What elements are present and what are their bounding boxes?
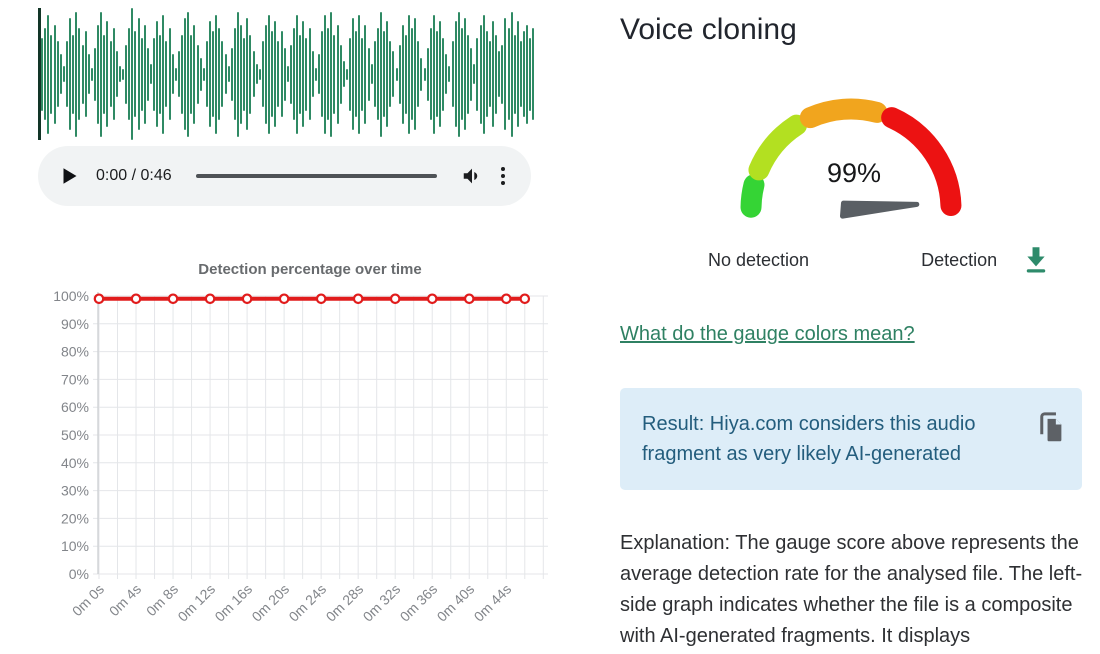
audio-analysis-column: 0:00 / 0:46 Detection percentage over ti…: [38, 8, 548, 625]
waveform-playhead-cursor: [38, 8, 41, 140]
copy-icon: [1040, 412, 1062, 442]
download-button[interactable]: [1021, 245, 1051, 275]
svg-text:0m 40s: 0m 40s: [434, 581, 478, 625]
svg-text:60%: 60%: [61, 399, 89, 415]
svg-text:90%: 90%: [61, 316, 89, 332]
audio-player: 0:00 / 0:46: [38, 146, 531, 206]
svg-text:0m 24s: 0m 24s: [285, 581, 329, 625]
gauge-label-no-detection: No detection: [708, 249, 810, 270]
svg-text:80%: 80%: [61, 344, 89, 360]
svg-text:10%: 10%: [61, 538, 89, 554]
detection-chart: Detection percentage over time 0% 10% 20% 30…: [53, 261, 548, 625]
svg-text:0m 4s: 0m 4s: [106, 581, 144, 619]
svg-text:20%: 20%: [61, 510, 89, 526]
more-options-icon[interactable]: [501, 167, 505, 185]
gauge-needle: [840, 200, 920, 219]
svg-text:0m 20s: 0m 20s: [248, 581, 292, 625]
svg-text:0m 16s: 0m 16s: [211, 581, 255, 625]
play-button[interactable]: [62, 167, 78, 185]
svg-text:100%: 100%: [53, 288, 89, 304]
gauge-label-detection: Detection: [921, 249, 998, 270]
download-icon: [1026, 247, 1046, 273]
volume-icon[interactable]: [461, 165, 483, 187]
svg-text:50%: 50%: [61, 427, 89, 443]
waveform-bars: [38, 8, 535, 140]
svg-text:0m 32s: 0m 32s: [360, 581, 404, 625]
detection-gauge: 99%: [740, 98, 962, 219]
svg-text:70%: 70%: [61, 371, 89, 387]
gauge-colors-link[interactable]: What do the gauge colors mean?: [620, 323, 915, 345]
svg-text:0m 12s: 0m 12s: [174, 581, 218, 625]
time-display: 0:00 / 0:46: [96, 167, 172, 184]
waveform[interactable]: [38, 8, 535, 140]
svg-text:0m 28s: 0m 28s: [323, 581, 367, 625]
svg-text:30%: 30%: [61, 483, 89, 499]
svg-text:40%: 40%: [61, 455, 89, 471]
svg-text:0m 36s: 0m 36s: [397, 581, 441, 625]
svg-text:Detection percentage over time: Detection percentage over time: [198, 261, 421, 278]
gauge-labels-row: No detection Detection: [620, 245, 1100, 275]
page-title: Voice cloning: [620, 13, 797, 46]
result-panel: Voice cloning 99% No detection Detection…: [620, 0, 1100, 652]
gauge-value: 99%: [827, 158, 881, 188]
copy-button[interactable]: [1036, 409, 1066, 445]
svg-text:0%: 0%: [69, 566, 89, 582]
svg-text:0m 44s: 0m 44s: [471, 581, 515, 625]
result-box: Result: Hiya.com considers this audio fr…: [620, 388, 1082, 490]
result-text: Result: Hiya.com considers this audio fr…: [642, 413, 976, 465]
svg-text:0m 0s: 0m 0s: [69, 581, 107, 619]
seek-bar[interactable]: [195, 174, 437, 178]
explanation-text: Explanation: The gauge score above repre…: [620, 532, 1083, 647]
